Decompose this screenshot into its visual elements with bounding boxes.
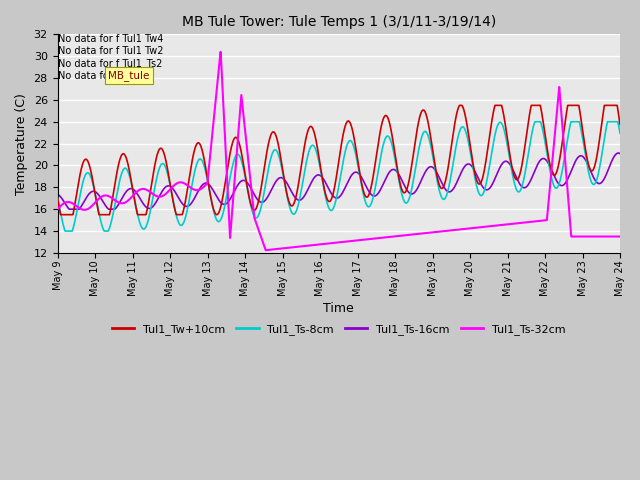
Text: No data for f_: No data for f_: [58, 71, 124, 81]
Text: No data for f Tul1 Tw4: No data for f Tul1 Tw4: [58, 35, 163, 44]
Title: MB Tule Tower: Tule Temps 1 (3/1/11-3/19/14): MB Tule Tower: Tule Temps 1 (3/1/11-3/19…: [182, 15, 496, 29]
Text: MB_tule: MB_tule: [108, 71, 150, 81]
Text: No data for f Tul1 Tw2: No data for f Tul1 Tw2: [58, 47, 163, 56]
X-axis label: Time: Time: [323, 302, 354, 315]
Text: No data for f Tul1_Ts2: No data for f Tul1_Ts2: [58, 59, 162, 69]
Y-axis label: Temperature (C): Temperature (C): [15, 93, 28, 194]
Legend: Tul1_Tw+10cm, Tul1_Ts-8cm, Tul1_Ts-16cm, Tul1_Ts-32cm: Tul1_Tw+10cm, Tul1_Ts-8cm, Tul1_Ts-16cm,…: [108, 319, 570, 339]
